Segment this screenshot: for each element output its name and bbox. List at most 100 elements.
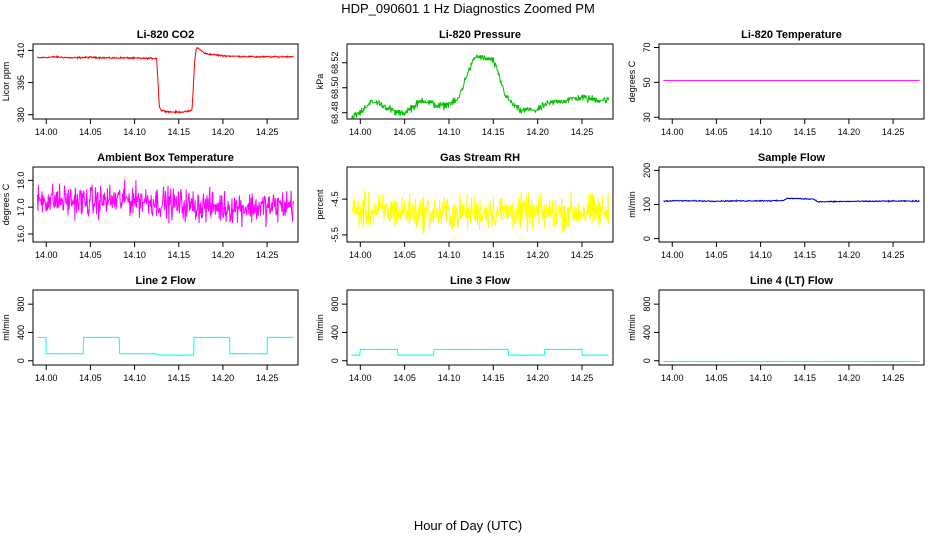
y-tick-label: -4.5 <box>330 191 340 207</box>
y-tick-label: 380 <box>16 107 26 122</box>
x-tick-label: 14.10 <box>438 250 461 260</box>
y-tick-label: 100 <box>642 197 652 212</box>
panel-title: Ambient Box Temperature <box>97 152 234 164</box>
panel-5: Gas Stream RH percent -5.5 -4.5 14.00 14.05 14… <box>315 152 614 260</box>
x-tick-label: 14.00 <box>661 250 684 260</box>
x-tick-label: 14.25 <box>256 373 279 383</box>
x-tick-label: 14.05 <box>393 250 416 260</box>
x-tick-label: 14.00 <box>661 373 684 383</box>
data-series-line <box>351 348 609 356</box>
x-tick-label: 14.05 <box>79 373 102 383</box>
x-tick-label: 14.20 <box>212 373 235 383</box>
y-axis-label: degrees C <box>1 183 11 225</box>
y-tick-label: 800 <box>642 297 652 312</box>
panel-3: Li-820 Temperature degrees C 30 50 70 14.00 14… <box>627 29 925 137</box>
x-tick-label: 14.15 <box>482 373 505 383</box>
panel-title: Line 2 Flow <box>136 275 196 287</box>
y-tick-label: 400 <box>330 325 340 340</box>
data-series-line <box>351 190 610 235</box>
panel-title: Line 4 (LT) Flow <box>750 275 833 287</box>
panel-6: Sample Flow ml/min 0 100 200 14.00 14.05 14.10 1… <box>627 152 925 260</box>
y-tick-label: 200 <box>642 163 652 178</box>
panel-title: Li-820 Temperature <box>741 29 842 41</box>
x-tick-label: 14.25 <box>571 250 594 260</box>
plot-frame <box>658 289 925 366</box>
figure-title: HDP_090601 1 Hz Diagnostics Zoomed PM <box>341 1 595 16</box>
x-tick-label: 14.15 <box>167 373 190 383</box>
data-series-line <box>36 46 294 115</box>
x-tick-label: 14.05 <box>705 373 728 383</box>
x-tick-label: 14.15 <box>793 373 816 383</box>
x-tick-label: 14.00 <box>349 373 372 383</box>
x-tick-label: 14.20 <box>838 373 861 383</box>
x-tick-label: 14.10 <box>123 373 146 383</box>
x-tick-label: 14.10 <box>749 127 772 137</box>
plot-frame <box>658 43 925 120</box>
panel-1: Li-820 CO2 Licor ppm 380 395 410 14.00 14.05 14… <box>1 29 299 137</box>
x-tick-label: 14.20 <box>838 127 861 137</box>
panel-title: Line 3 Flow <box>450 275 510 287</box>
plot-frame <box>346 289 614 366</box>
x-tick-label: 14.00 <box>35 250 58 260</box>
x-tick-label: 14.25 <box>256 127 279 137</box>
x-tick-label: 14.00 <box>349 127 372 137</box>
y-axis-label: ml/min <box>1 314 11 341</box>
y-tick-label: 70 <box>642 42 652 52</box>
y-tick-label: 50 <box>642 77 652 87</box>
x-tick-label: 14.20 <box>526 373 549 383</box>
x-tick-label: 14.05 <box>79 127 102 137</box>
y-axis-label: Licor ppm <box>1 62 11 102</box>
x-tick-label: 14.15 <box>167 127 190 137</box>
x-tick-label: 14.20 <box>526 250 549 260</box>
y-axis-label: ml/min <box>315 314 325 341</box>
x-tick-label: 14.15 <box>167 250 190 260</box>
x-tick-label: 14.25 <box>571 127 594 137</box>
x-tick-label: 14.00 <box>35 373 58 383</box>
y-tick-label: 395 <box>16 75 26 90</box>
x-tick-label: 14.00 <box>349 250 372 260</box>
plot-frame <box>32 289 299 366</box>
x-tick-label: 14.05 <box>79 250 102 260</box>
y-tick-label: 18.0 <box>16 172 26 190</box>
x-tick-label: 14.25 <box>882 127 905 137</box>
x-tick-label: 14.20 <box>212 250 235 260</box>
panel-4: Ambient Box Temperature degrees C 16.0 17.0… <box>1 152 299 260</box>
y-tick-label: 800 <box>330 297 340 312</box>
x-tick-label: 14.05 <box>705 127 728 137</box>
panel-9: Line 4 (LT) Flow ml/min 0 400 800 14.00 14.05 1… <box>627 275 925 383</box>
data-series-line <box>351 54 610 119</box>
panel-title: Li-820 Pressure <box>439 29 521 41</box>
x-tick-label: 14.10 <box>123 250 146 260</box>
y-tick-label: 410 <box>16 43 26 58</box>
x-tick-label: 14.10 <box>749 250 772 260</box>
panel-8: Line 3 Flow ml/min 0 400 800 14.00 14.05 14.10 1… <box>315 275 614 383</box>
y-tick-label: 68.52 <box>330 51 340 74</box>
y-axis-label: percent <box>315 189 325 220</box>
data-series-line <box>36 179 295 228</box>
plot-frame <box>658 166 925 243</box>
plot-frame <box>346 166 614 243</box>
x-tick-label: 14.25 <box>256 250 279 260</box>
x-tick-label: 14.25 <box>882 250 905 260</box>
y-axis-label: ml/min <box>627 314 637 341</box>
y-tick-label: 0 <box>642 236 652 241</box>
x-tick-label: 14.20 <box>838 250 861 260</box>
plot-frame <box>32 43 299 120</box>
plot-frame <box>346 43 614 120</box>
y-tick-label: 400 <box>16 325 26 340</box>
x-tick-label: 14.15 <box>482 250 505 260</box>
x-tick-label: 14.00 <box>661 127 684 137</box>
x-tick-label: 14.10 <box>438 373 461 383</box>
panel-title: Li-820 CO2 <box>137 29 194 41</box>
x-tick-label: 14.25 <box>882 373 905 383</box>
panel-7: Line 2 Flow ml/min 0 400 800 14.00 14.05 14.10 1… <box>1 275 299 383</box>
y-tick-label: 68.48 <box>330 101 340 124</box>
y-tick-label: 30 <box>642 112 652 122</box>
panel-title: Gas Stream RH <box>440 152 520 164</box>
x-tick-label: 14.00 <box>35 127 58 137</box>
y-tick-label: 17.0 <box>16 198 26 216</box>
y-tick-label: 0 <box>16 358 26 363</box>
figure-x-axis-label: Hour of Day (UTC) <box>413 518 523 533</box>
y-tick-label: 0 <box>642 358 652 363</box>
